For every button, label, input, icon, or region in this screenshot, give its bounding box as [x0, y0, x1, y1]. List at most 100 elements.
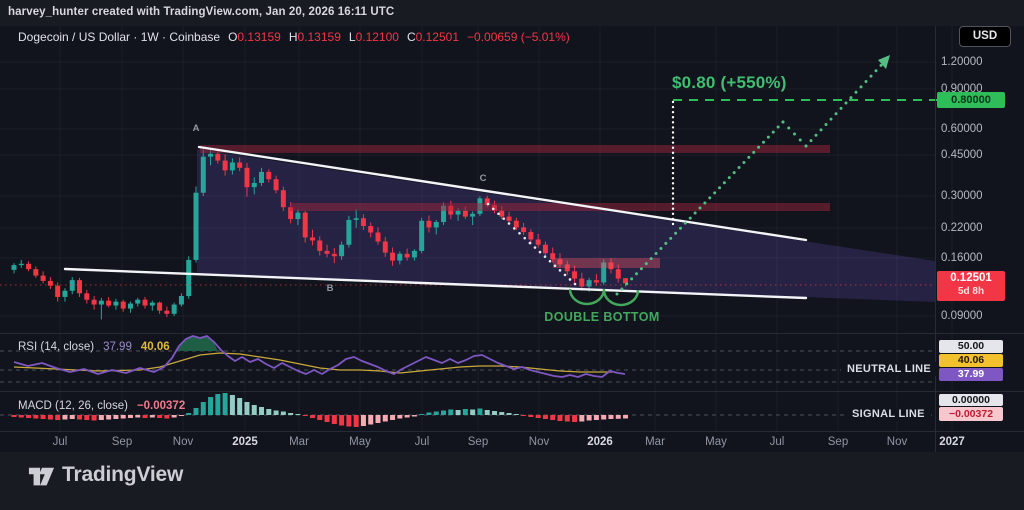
macd-histogram-bar — [135, 415, 141, 418]
candle-body — [557, 259, 563, 265]
macd-histogram-bar — [186, 413, 192, 415]
candle-body — [601, 262, 607, 283]
macd-histogram-bar — [448, 409, 454, 415]
decline-dotted-path — [558, 269, 562, 272]
projection-dotted-path — [683, 221, 687, 225]
projection-dotted-path — [654, 252, 658, 256]
symbol-title[interactable]: Dogecoin / US Dollar · 1W · Coinbase — [18, 30, 221, 44]
macd-histogram-bar — [601, 415, 607, 420]
decline-dotted-path — [512, 227, 516, 230]
macd-histogram-bar — [11, 415, 17, 417]
rsi-title[interactable]: RSI (14, close) — [18, 341, 95, 353]
candle-body — [120, 301, 126, 309]
candle-body — [608, 262, 614, 270]
measure-dotted-line — [671, 182, 675, 185]
macd-histogram-bar — [382, 415, 388, 422]
rsi-neutral-badge: 50.00 — [939, 340, 1003, 353]
projection-dotted-path — [698, 206, 702, 210]
tradingview-brand[interactable]: TradingView — [62, 463, 184, 486]
candle-body — [506, 216, 512, 221]
rsi-legend: RSI (14, close) 37.99 40.06 — [18, 341, 170, 353]
candle-body — [404, 253, 410, 258]
macd-histogram-bar — [462, 409, 468, 415]
projection-dotted-path — [874, 69, 878, 73]
price-target-label[interactable]: $0.80 (+550%) — [672, 73, 787, 92]
projection-dotted-path — [824, 123, 828, 126]
measure-dotted-line — [671, 105, 675, 109]
double-bottom-label[interactable]: DOUBLE BOTTOM — [544, 310, 660, 324]
signal-line-label: SIGNAL LINE — [846, 407, 931, 421]
projection-dotted-path — [737, 166, 741, 170]
macd-histogram-bar — [360, 415, 366, 426]
projection-dotted-path — [708, 196, 712, 200]
macd-histogram-bar — [404, 415, 410, 418]
candle-body — [171, 304, 177, 314]
candle-body — [127, 303, 133, 309]
candle-body — [62, 290, 68, 297]
macd-histogram-bar — [506, 413, 512, 415]
measure-dotted-line — [671, 202, 675, 205]
macd-histogram-bar — [593, 415, 599, 420]
change-value: −0.00659 (−5.01%) — [467, 30, 570, 44]
measure-dotted-line — [671, 126, 675, 129]
candle-body — [484, 198, 490, 206]
candle-body — [346, 219, 352, 245]
projection-dotted-path — [849, 96, 853, 100]
candle-body — [499, 210, 505, 217]
macd-signal-badge: −0.00372 — [939, 407, 1003, 421]
measure-dotted-line — [671, 161, 675, 165]
candle-body — [55, 285, 61, 297]
pattern-point-label: A — [193, 123, 200, 134]
projection-dotted-path — [854, 90, 858, 94]
candle-body — [375, 232, 381, 242]
time-tick-label: Nov — [528, 436, 550, 448]
projection-dotted-path — [649, 257, 653, 261]
macd-histogram-bar — [244, 402, 250, 415]
projection-dotted-path — [809, 139, 813, 143]
decline-dotted-path — [543, 255, 547, 258]
time-tick-label: 2025 — [232, 436, 258, 448]
macd-histogram-bar — [623, 415, 629, 419]
candle-body — [360, 218, 366, 227]
projection-dotted-path — [669, 236, 673, 240]
macd-histogram-bar — [433, 411, 439, 415]
macd-histogram-bar — [353, 415, 359, 427]
time-tick-label: Jul — [769, 436, 785, 448]
macd-histogram-bar — [251, 405, 257, 415]
projection-dotted-path — [819, 128, 823, 132]
candle-body — [18, 263, 24, 266]
candle-body — [84, 293, 90, 300]
ohlc-close: C0.12501 — [406, 30, 460, 44]
macd-histogram-bar — [47, 415, 53, 420]
projection-dotted-path — [615, 292, 619, 296]
candle-body — [135, 299, 141, 304]
time-tick-label: Jul — [52, 436, 68, 448]
macd-histogram-bar — [18, 415, 24, 418]
macd-histogram-bar — [84, 415, 90, 420]
projection-dotted-path — [781, 120, 785, 124]
measure-dotted-line — [671, 121, 675, 124]
time-tick-label: 2027 — [939, 436, 965, 448]
macd-histogram-bar — [455, 410, 461, 415]
decline-dotted-path — [497, 212, 500, 216]
macd-histogram-bar — [521, 415, 527, 416]
candle-body — [550, 253, 556, 260]
macd-histogram-bar — [484, 410, 490, 415]
neutral-line-label: NEUTRAL LINE — [841, 362, 938, 376]
candle-body — [586, 280, 592, 287]
macd-title[interactable]: MACD (12, 26, close) — [18, 400, 128, 412]
trendline — [197, 145, 808, 242]
bar-countdown: 5d 8h — [957, 286, 985, 297]
tradingview-logo-icon[interactable] — [28, 464, 55, 490]
macd-histogram-bar — [157, 415, 163, 418]
candle-body — [579, 278, 585, 287]
time-tick-label: Sep — [111, 436, 133, 448]
candle-body — [178, 296, 184, 305]
projection-dotted-path — [844, 101, 848, 105]
candle-body — [331, 253, 337, 257]
projection-dotted-path — [630, 277, 634, 281]
currency-toggle-button[interactable]: USD — [959, 26, 1011, 47]
candle-body — [521, 227, 527, 233]
projection-dotted-path — [859, 85, 863, 89]
